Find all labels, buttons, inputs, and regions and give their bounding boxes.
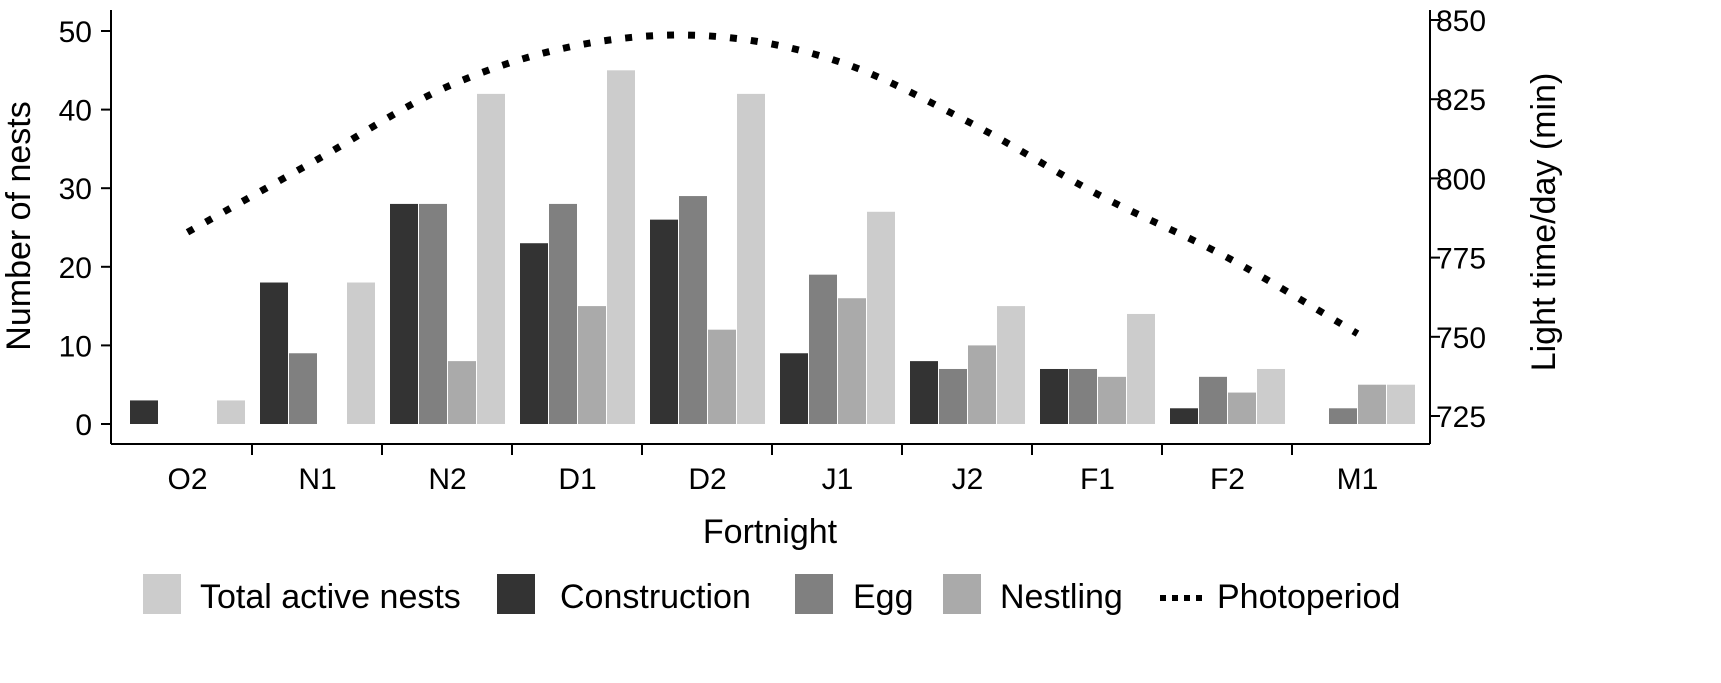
- x-tick-label-f2: F2: [1210, 463, 1245, 496]
- bar-construction-j1: [780, 353, 808, 424]
- bar-total-active-nests-f1: [1127, 313, 1155, 424]
- y-tick-label-10: 10: [59, 330, 92, 363]
- x-tick-label-j1: J1: [822, 463, 854, 496]
- bar-construction-f2: [1170, 408, 1198, 424]
- legend-swatch-egg: [795, 574, 833, 614]
- bar-egg-j1: [809, 274, 837, 424]
- bar-egg-n2: [419, 203, 447, 424]
- bar-egg-f2: [1199, 376, 1227, 424]
- bar-egg-n1: [289, 353, 317, 424]
- y2-tick-label-850: 850: [1436, 5, 1486, 38]
- x-tick-label-d1: D1: [558, 463, 596, 496]
- x-tick-label-o2: O2: [167, 463, 207, 496]
- bar-nestling-d2: [708, 329, 736, 424]
- legend-label-photoperiod: Photoperiod: [1217, 578, 1400, 616]
- y2-axis-title: Light time/day (min): [1525, 73, 1563, 372]
- bar-nestling-n2: [448, 361, 476, 424]
- legend-label-total-active-nests: Total active nests: [200, 578, 461, 616]
- bar-total-active-nests-d1: [607, 70, 635, 425]
- bar-construction-d2: [650, 219, 678, 424]
- y-tick-label-50: 50: [59, 16, 92, 49]
- bar-egg-d1: [549, 203, 577, 424]
- legend-label-construction: Construction: [560, 578, 751, 616]
- legend-swatch-construction: [497, 574, 535, 614]
- bar-nestling-d1: [578, 306, 606, 424]
- bar-construction-o2: [130, 400, 158, 424]
- bar-egg-f1: [1069, 368, 1097, 424]
- bar-total-active-nests-n2: [477, 93, 505, 424]
- x-tick-label-d2: D2: [688, 463, 726, 496]
- bar-egg-j2: [939, 368, 967, 424]
- y-tick-label-0: 0: [75, 409, 92, 442]
- bar-total-active-nests-j2: [997, 306, 1025, 424]
- x-tick-label-j2: J2: [952, 463, 984, 496]
- bar-total-active-nests-o2: [217, 400, 245, 424]
- bar-construction-f1: [1040, 368, 1068, 424]
- y2-tick-label-725: 725: [1436, 401, 1486, 434]
- y-tick-label-20: 20: [59, 252, 92, 285]
- bar-construction-n2: [390, 203, 418, 424]
- legend: Total active nests Construction Egg Nestlin…: [143, 574, 1400, 616]
- y-tick-label-40: 40: [59, 95, 92, 128]
- y-tick-label-30: 30: [59, 173, 92, 206]
- bar-total-active-nests-d2: [737, 93, 765, 424]
- y2-tick-label-750: 750: [1436, 322, 1486, 355]
- bar-construction-j2: [910, 361, 938, 424]
- legend-swatch-total-active-nests: [143, 574, 181, 614]
- bar-nestling-f1: [1098, 376, 1126, 424]
- bar-construction-n1: [260, 282, 288, 424]
- bar-total-active-nests-j1: [867, 211, 895, 424]
- bar-total-active-nests-n1: [347, 282, 375, 424]
- bar-construction-d1: [520, 243, 548, 424]
- bar-total-active-nests-f2: [1257, 368, 1285, 424]
- y2-tick-label-825: 825: [1436, 84, 1486, 117]
- x-tick-label-f1: F1: [1080, 463, 1115, 496]
- bar-nestling-j1: [838, 298, 866, 424]
- x-axis-title: Fortnight: [703, 513, 838, 551]
- y-axis-title: Number of nests: [0, 101, 38, 350]
- y2-tick-label-800: 800: [1436, 163, 1486, 196]
- x-tick-label-m1: M1: [1337, 463, 1379, 496]
- x-tick-label-n1: N1: [298, 463, 336, 496]
- legend-label-nestling: Nestling: [1000, 578, 1123, 616]
- bar-egg-d2: [679, 196, 707, 424]
- y2-tick-label-775: 775: [1436, 243, 1486, 276]
- bar-total-active-nests-m1: [1387, 384, 1415, 424]
- axes-layer: [110, 10, 1431, 445]
- bar-nestling-j2: [968, 345, 996, 424]
- photoperiod-line: [185, 31, 1360, 337]
- legend-label-egg: Egg: [853, 578, 914, 616]
- legend-swatch-nestling: [943, 574, 981, 614]
- bar-nestling-f2: [1228, 392, 1256, 424]
- photoperiod-line-layer: [185, 31, 1360, 337]
- bar-egg-m1: [1329, 408, 1357, 424]
- ticks-layer: 0 10 20 30 40 50 725 750 775 800 825 850 O2 N1 N2 D1 D2 J…: [59, 5, 1486, 496]
- x-tick-label-n2: N2: [428, 463, 466, 496]
- bar-nestling-m1: [1358, 384, 1386, 424]
- bars-layer: [130, 70, 1415, 425]
